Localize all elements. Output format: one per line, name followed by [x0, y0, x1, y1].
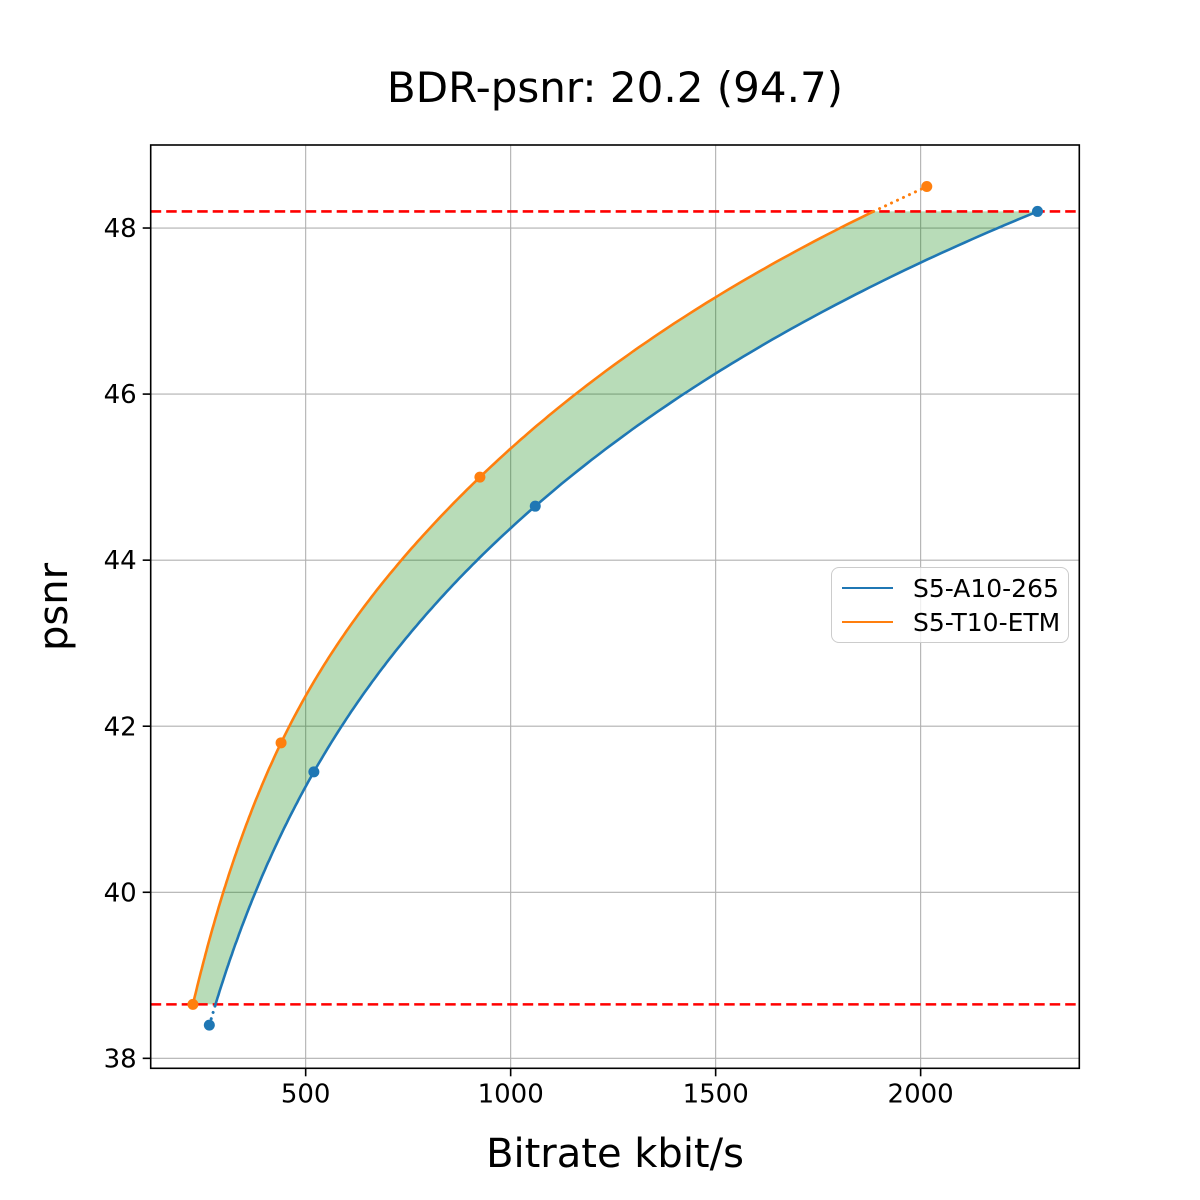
chart-title: BDR-psnr: 20.2 (94.7)	[386, 63, 844, 112]
data-point-s5-t10-etm	[921, 181, 933, 193]
legend-item-s5-a10-265: S5-A10-265	[842, 576, 1068, 601]
data-point-s5-a10-265	[203, 1019, 215, 1031]
x-tick-label: 1500	[683, 1080, 749, 1110]
curve-s5-a10-265	[214, 210, 1039, 1006]
legend-line-orange	[842, 621, 893, 623]
y-axis-label: psnr	[31, 562, 77, 652]
shaded-region	[192, 211, 1038, 1005]
x-axis-label: Bitrate kbit/s	[486, 1131, 744, 1177]
y-tick-label: 42	[104, 712, 137, 742]
dotted-extension-s5-t10-etm	[872, 185, 929, 213]
plot-border	[149, 144, 1081, 1070]
data-point-s5-t10-etm	[275, 737, 287, 749]
x-tick-label: 1000	[478, 1080, 544, 1110]
data-point-s5-a10-265	[529, 500, 541, 512]
legend-label-s5-a10-265: S5-A10-265	[913, 573, 1059, 603]
curve-s5-t10-etm	[191, 210, 875, 1006]
legend-item-s5-t10-etm: S5-T10-ETM	[842, 610, 1068, 635]
legend-label-s5-t10-etm: S5-T10-ETM	[913, 607, 1061, 637]
x-tick-label: 2000	[888, 1080, 954, 1110]
data-point-s5-t10-etm	[474, 471, 486, 483]
data-point-s5-a10-265	[308, 766, 320, 778]
data-point-s5-t10-etm	[187, 998, 199, 1010]
y-tick-label: 38	[104, 1044, 137, 1074]
legend: S5-A10-265 S5-T10-ETM	[831, 567, 1069, 643]
y-tick-label: 46	[104, 380, 137, 410]
y-tick-label: 48	[104, 214, 137, 244]
y-tick-label: 40	[104, 878, 137, 908]
y-tick-label: 44	[104, 546, 137, 576]
x-tick-label: 500	[281, 1080, 331, 1110]
data-point-s5-a10-265	[1031, 205, 1043, 217]
legend-line-blue	[842, 587, 893, 589]
